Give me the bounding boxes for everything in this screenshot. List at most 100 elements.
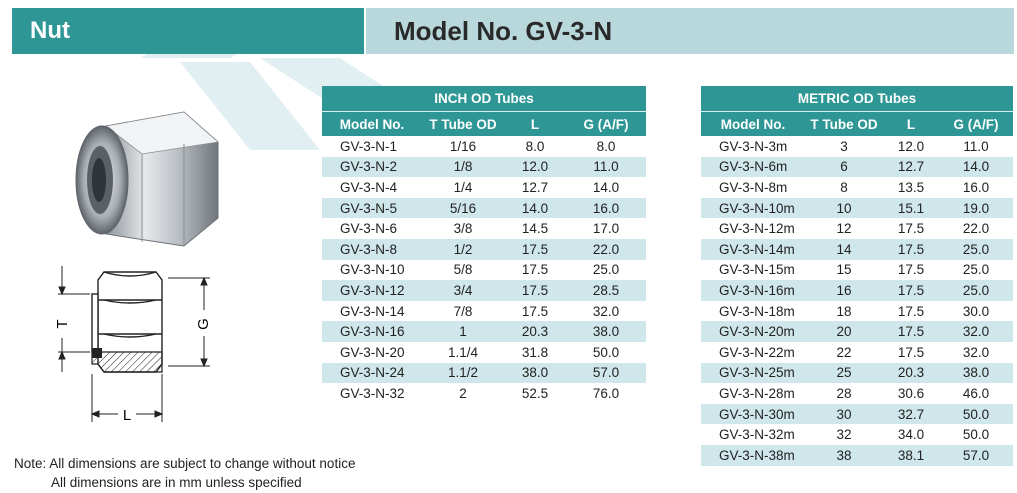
tube-od-cell: 20 xyxy=(805,321,883,342)
g-cell: 22.0 xyxy=(939,218,1014,239)
table-row: GV-3-N-6m 6 12.7 14.0 xyxy=(701,156,1014,178)
table-row: GV-3-N-18m 18 17.5 30.0 xyxy=(701,300,1014,322)
inch-col-model: Model No. xyxy=(322,111,422,136)
g-cell: 57.0 xyxy=(566,362,647,384)
model-cell: GV-3-N-32m xyxy=(701,424,805,445)
g-cell: 32.0 xyxy=(939,321,1014,342)
l-cell: 17.5 xyxy=(883,341,939,363)
metric-col-tube-od: T Tube OD xyxy=(805,111,883,136)
table-row: GV-3-N-3m 3 12.0 11.0 xyxy=(701,136,1014,157)
tube-od-cell: 38 xyxy=(805,444,883,466)
g-cell: 32.0 xyxy=(939,341,1014,363)
l-cell: 20.3 xyxy=(883,362,939,384)
table-row: GV-3-N-28m 28 30.6 46.0 xyxy=(701,383,1014,404)
tube-od-cell: 18 xyxy=(805,300,883,322)
model-cell: GV-3-N-30m xyxy=(701,403,805,425)
tube-od-cell: 6 xyxy=(805,156,883,178)
tube-od-cell: 32 xyxy=(805,424,883,445)
l-cell: 17.5 xyxy=(883,259,939,281)
inch-col-tube-od: T Tube OD xyxy=(422,111,504,136)
l-cell: 17.5 xyxy=(883,218,939,239)
l-cell: 12.0 xyxy=(883,136,939,157)
l-cell: 31.8 xyxy=(504,341,566,363)
g-cell: 25.0 xyxy=(939,238,1014,260)
tube-od-cell: 15 xyxy=(805,259,883,281)
nut-product-image xyxy=(75,111,219,247)
l-cell: 12.0 xyxy=(504,156,566,178)
inch-col-g: G (A/F) xyxy=(566,111,647,136)
model-cell: GV-3-N-28m xyxy=(701,383,805,404)
tube-od-cell: 5/8 xyxy=(422,259,504,281)
l-cell: 13.5 xyxy=(883,177,939,198)
model-cell: GV-3-N-2 xyxy=(322,156,422,178)
l-cell: 17.5 xyxy=(883,300,939,322)
notes: Note: All dimensions are subject to chan… xyxy=(14,454,355,492)
tube-od-cell: 3/8 xyxy=(422,218,504,239)
tube-od-cell: 10 xyxy=(805,197,883,219)
g-cell: 16.0 xyxy=(939,177,1014,198)
metric-col-l: L xyxy=(883,111,939,136)
tube-od-cell: 14 xyxy=(805,238,883,260)
table-row: GV-3-N-32m 32 34.0 50.0 xyxy=(701,424,1014,445)
l-cell: 12.7 xyxy=(504,177,566,198)
metric-col-model: Model No. xyxy=(701,111,805,136)
model-cell: GV-3-N-1 xyxy=(322,136,422,157)
table-row: GV-3-N-6 3/8 14.5 17.0 xyxy=(322,218,647,239)
l-cell: 38.0 xyxy=(504,362,566,384)
model-cell: GV-3-N-12 xyxy=(322,280,422,301)
g-cell: 22.0 xyxy=(566,238,647,260)
model-cell: GV-3-N-4 xyxy=(322,177,422,198)
table-row: GV-3-N-24 1.1/2 38.0 57.0 xyxy=(322,362,647,384)
model-banner: Model No. GV-3-N xyxy=(366,8,1014,54)
g-cell: 19.0 xyxy=(939,197,1014,219)
model-cell: GV-3-N-20 xyxy=(322,341,422,363)
l-cell: 17.5 xyxy=(504,280,566,301)
table-row: GV-3-N-8 1/2 17.5 22.0 xyxy=(322,238,647,260)
l-cell: 34.0 xyxy=(883,424,939,445)
model-cell: GV-3-N-14m xyxy=(701,238,805,260)
metric-od-table: METRIC OD Tubes Model No. T Tube OD L G … xyxy=(701,86,1014,466)
table-row: GV-3-N-10 5/8 17.5 25.0 xyxy=(322,259,647,281)
table-row: GV-3-N-30m 30 32.7 50.0 xyxy=(701,403,1014,425)
tube-od-cell: 1/16 xyxy=(422,136,504,157)
table-row: GV-3-N-12 3/4 17.5 28.5 xyxy=(322,280,647,301)
table-row: GV-3-N-8m 8 13.5 16.0 xyxy=(701,177,1014,198)
g-cell: 11.0 xyxy=(939,136,1014,157)
model-cell: GV-3-N-10m xyxy=(701,197,805,219)
model-cell: GV-3-N-6 xyxy=(322,218,422,239)
model-cell: GV-3-N-14 xyxy=(322,300,422,322)
tube-od-cell: 3 xyxy=(805,136,883,157)
table-row: GV-3-N-32 2 52.5 76.0 xyxy=(322,383,647,404)
tube-od-cell: 28 xyxy=(805,383,883,404)
g-cell: 25.0 xyxy=(939,280,1014,301)
l-cell: 17.5 xyxy=(504,300,566,322)
tube-od-cell: 3/4 xyxy=(422,280,504,301)
table-row: GV-3-N-38m 38 38.1 57.0 xyxy=(701,444,1014,466)
g-cell: 17.0 xyxy=(566,218,647,239)
l-cell: 8.0 xyxy=(504,136,566,157)
category-title: Nut xyxy=(30,17,70,44)
g-cell: 32.0 xyxy=(566,300,647,322)
tube-od-cell: 22 xyxy=(805,341,883,363)
g-cell: 50.0 xyxy=(939,403,1014,425)
model-cell: GV-3-N-32 xyxy=(322,383,422,404)
tube-od-cell: 1 xyxy=(422,321,504,342)
g-cell: 28.5 xyxy=(566,280,647,301)
table-row: GV-3-N-22m 22 17.5 32.0 xyxy=(701,341,1014,363)
tube-od-cell: 2 xyxy=(422,383,504,404)
model-cell: GV-3-N-8 xyxy=(322,238,422,260)
tube-od-cell: 1/4 xyxy=(422,177,504,198)
l-cell: 17.5 xyxy=(883,321,939,342)
table-row: GV-3-N-5 5/16 14.0 16.0 xyxy=(322,197,647,219)
g-cell: 57.0 xyxy=(939,444,1014,466)
table-row: GV-3-N-20 1.1/4 31.8 50.0 xyxy=(322,341,647,363)
table-row: GV-3-N-14m 14 17.5 25.0 xyxy=(701,238,1014,260)
tube-od-cell: 25 xyxy=(805,362,883,384)
model-cell: GV-3-N-3m xyxy=(701,136,805,157)
model-cell: GV-3-N-12m xyxy=(701,218,805,239)
nut-dimension-drawing: T G L xyxy=(54,266,212,424)
table-row: GV-3-N-2 1/8 12.0 11.0 xyxy=(322,156,647,178)
l-cell: 20.3 xyxy=(504,321,566,342)
model-cell: GV-3-N-5 xyxy=(322,197,422,219)
note-line-2: All dimensions are in mm unless specifie… xyxy=(51,475,302,490)
